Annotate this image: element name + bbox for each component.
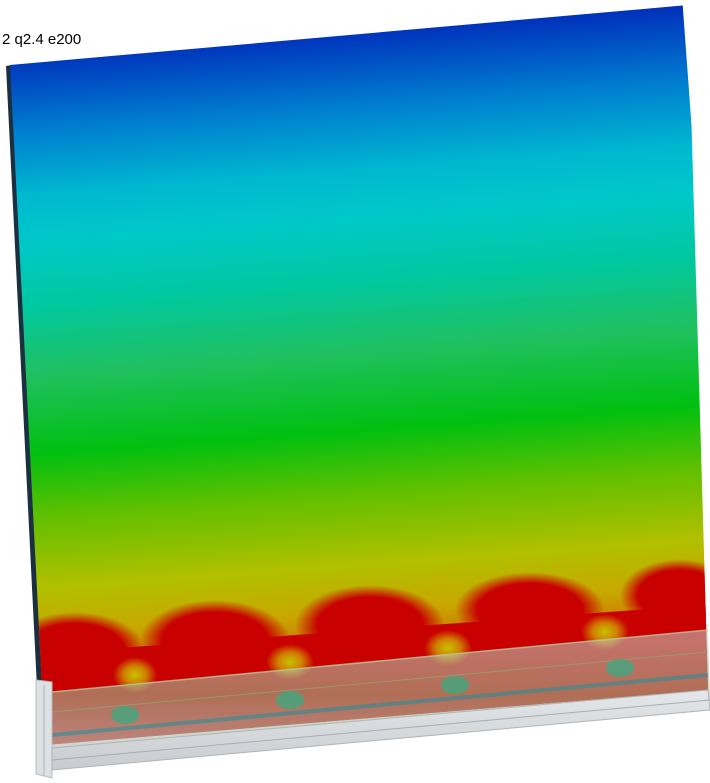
- heater-elements: [51, 659, 709, 737]
- heater-plate: [52, 630, 710, 760]
- base-support: [35, 679, 710, 779]
- plate-top-edge: [51, 629, 709, 693]
- plate-line: [51, 651, 709, 713]
- scene-label: 2 q2.4 e200: [2, 31, 82, 48]
- panel-edge: [6, 65, 46, 748]
